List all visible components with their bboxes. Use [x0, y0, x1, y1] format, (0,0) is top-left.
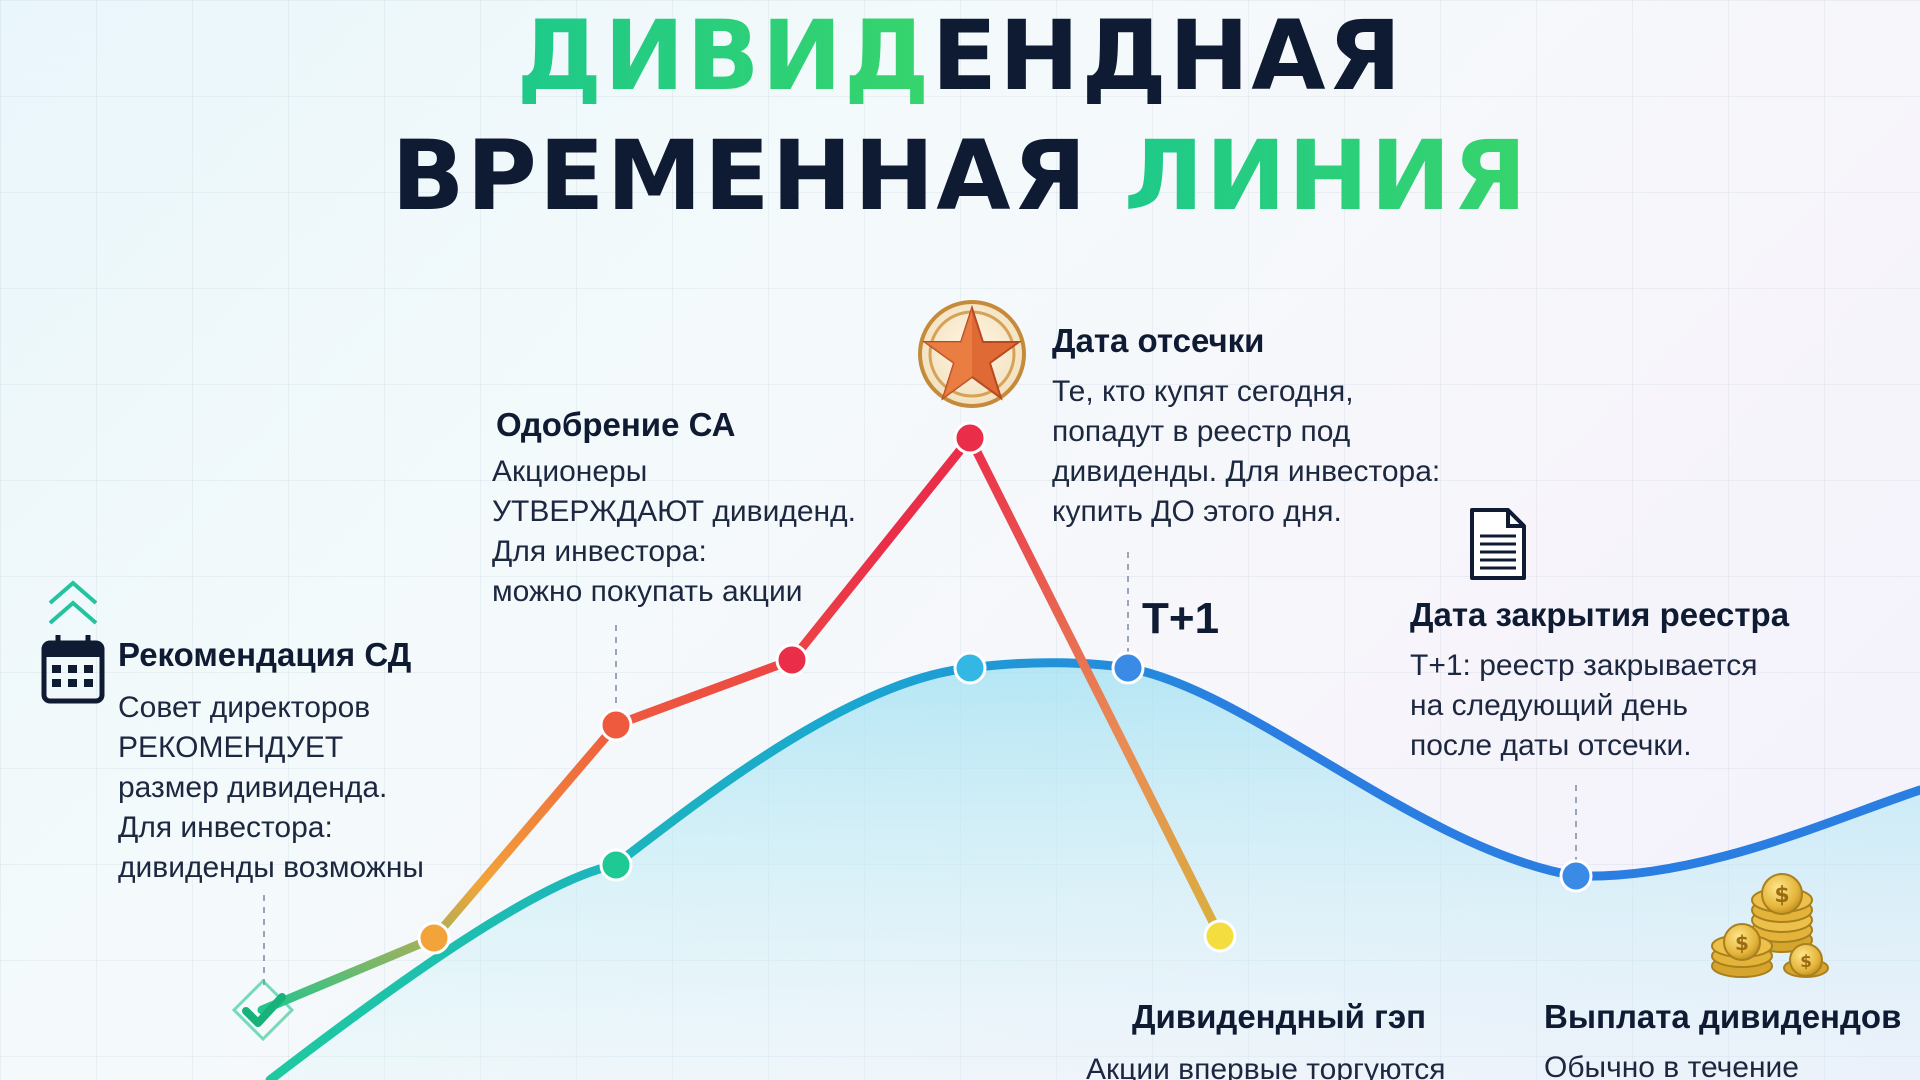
event-body-gap: Акции впервые торгуются [1086, 1053, 1446, 1080]
event-body-payout: Обычно в течение [1544, 1051, 1799, 1080]
svg-text:$: $ [1800, 952, 1812, 972]
svg-text:$: $ [1774, 883, 1789, 908]
title-main-2: ВРЕМЕННАЯ [391, 120, 1124, 232]
checkmark-icon [231, 978, 295, 1042]
calendar-icon [41, 580, 105, 704]
star-medal-icon [918, 300, 1026, 408]
event-body-registry-close: T+1: реестр закрывается на следующий ден… [1410, 649, 1758, 762]
event-title-cutoff: Дата отсечки [1052, 322, 1265, 359]
area-fill [270, 662, 1920, 1080]
event-title-payout: Выплата дивидендов [1544, 998, 1902, 1035]
price-drop-line [965, 433, 1225, 941]
chart-points [417, 421, 1593, 955]
title-rest-1: ЕНДНАЯ [931, 0, 1404, 112]
event-body-approval: Акционеры УТВЕРЖДАЮТ дивиденд. Для инвес… [492, 455, 856, 608]
event-title-t-plus-1: T+1 [1142, 594, 1220, 643]
page-title-line-2: ВРЕМЕННАЯ ЛИНИЯ [0, 128, 1920, 224]
event-title-recommendation: Рекомендация СД [118, 636, 412, 673]
baseline-curve [265, 658, 1920, 1080]
title-accent-2: ЛИНИЯ [1123, 120, 1529, 232]
event-title-approval: Одобрение СА [496, 406, 736, 443]
coins-icon: $ $ $ [1711, 873, 1829, 978]
svg-text:$: $ [1735, 931, 1749, 955]
page-title-line-1: ДИВИДЕНДНАЯ [0, 8, 1920, 104]
document-icon [1470, 508, 1526, 580]
event-body-cutoff: Те, кто купят сегодня, попадут в реестр … [1052, 375, 1441, 528]
dashed-connectors [263, 552, 1577, 990]
event-title-registry-close: Дата закрытия реестра [1410, 596, 1790, 633]
event-body-recommendation: Совет директоров РЕКОМЕНДУЕТ размер диви… [118, 691, 424, 884]
event-title-gap: Дивидендный гэп [1132, 998, 1427, 1035]
title-accent-1: ДИВИД [516, 0, 932, 112]
